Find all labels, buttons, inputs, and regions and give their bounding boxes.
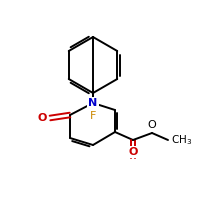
Text: CH$_3$: CH$_3$ [171, 133, 192, 147]
Text: O: O [38, 113, 47, 123]
Text: N: N [88, 98, 98, 108]
Text: O: O [148, 120, 156, 130]
Text: F: F [90, 111, 96, 121]
Text: O: O [128, 147, 138, 157]
